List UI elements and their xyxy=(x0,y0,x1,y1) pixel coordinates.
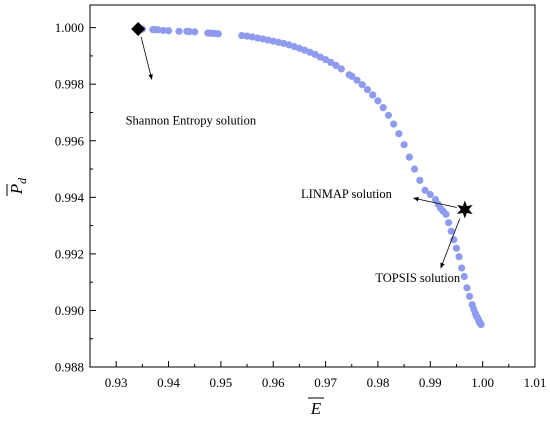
data-point xyxy=(185,27,194,36)
data-point xyxy=(465,292,474,300)
data-point xyxy=(159,26,167,35)
data-point xyxy=(379,104,387,112)
annotation-arrow xyxy=(412,197,457,208)
data-point xyxy=(363,85,372,94)
data-point xyxy=(164,27,173,35)
annotations: Shannon Entropy solution LINMAP solution T… xyxy=(126,22,473,285)
data-point xyxy=(337,65,345,73)
y-tick-label: 0.998 xyxy=(55,77,84,92)
data-point xyxy=(358,81,366,89)
data-point xyxy=(460,272,468,281)
data-point xyxy=(327,58,335,67)
pareto-frontier-points xyxy=(138,25,485,329)
data-point xyxy=(395,130,403,138)
x-tick-label: 0.96 xyxy=(262,375,285,390)
linmap-topsis-star-marker xyxy=(457,200,473,219)
y-tick-label: 1.000 xyxy=(55,20,84,35)
y-tick-label: 0.988 xyxy=(55,360,84,375)
y-tick-label: 0.996 xyxy=(55,133,85,148)
x-tick-label: 0.93 xyxy=(105,375,128,390)
data-point xyxy=(455,253,463,261)
data-point xyxy=(410,165,419,173)
y-tick-label: 0.990 xyxy=(55,303,84,318)
annotation-label: LINMAP solution xyxy=(301,187,393,201)
x-axis-title: E xyxy=(308,397,324,418)
data-point xyxy=(416,176,424,184)
x-axis: 0.93 0.94 0.95 0.96 0.97 0.98 0.99 1.00 1.01 xyxy=(105,361,547,390)
y-axis-title: Pd xyxy=(6,177,29,196)
x-tick-label: 1.01 xyxy=(524,375,547,390)
x-axis-title-text: E xyxy=(310,399,322,418)
y-axis-title-text: P xyxy=(7,184,26,195)
data-point xyxy=(348,72,356,80)
data-point xyxy=(445,219,453,227)
data-point xyxy=(405,153,413,161)
x-tick-label: 0.98 xyxy=(367,375,390,390)
data-point xyxy=(353,76,361,84)
data-point xyxy=(214,30,222,38)
data-point xyxy=(369,91,377,99)
x-tick-label: 1.00 xyxy=(471,375,494,390)
y-axis-title-subscript: d xyxy=(15,177,29,184)
y-tick-label: 0.992 xyxy=(55,246,84,261)
plot-frame xyxy=(89,4,536,368)
x-tick-label: 0.99 xyxy=(419,375,442,390)
data-point xyxy=(442,210,450,218)
annotation-arrow xyxy=(140,36,153,80)
data-point xyxy=(400,141,408,149)
x-tick-label: 0.95 xyxy=(210,375,233,390)
data-point xyxy=(458,264,466,272)
data-point xyxy=(374,97,382,105)
data-point xyxy=(447,227,455,235)
shannon-entropy-marker xyxy=(131,22,146,37)
data-point xyxy=(390,120,398,128)
data-point xyxy=(477,320,485,329)
data-point xyxy=(238,31,246,40)
data-point xyxy=(426,190,434,199)
y-tick-label: 0.994 xyxy=(55,190,85,205)
data-point xyxy=(332,61,340,70)
annotation-arrow xyxy=(440,218,461,269)
data-point xyxy=(421,186,429,194)
data-point xyxy=(463,284,471,292)
x-tick-label: 0.97 xyxy=(314,375,337,390)
y-axis: 0.988 0.990 0.992 0.994 0.996 0.998 1.000 xyxy=(55,20,96,375)
svg-text:Pd: Pd xyxy=(7,177,29,195)
data-point xyxy=(384,111,393,119)
data-point xyxy=(175,27,183,35)
x-tick-label: 0.94 xyxy=(157,375,180,390)
data-point xyxy=(452,244,461,252)
annotation-label: Shannon Entropy solution xyxy=(126,114,257,128)
annotation-label: TOPSIS solution xyxy=(375,271,461,285)
data-point xyxy=(191,28,199,36)
data-point xyxy=(154,26,162,34)
